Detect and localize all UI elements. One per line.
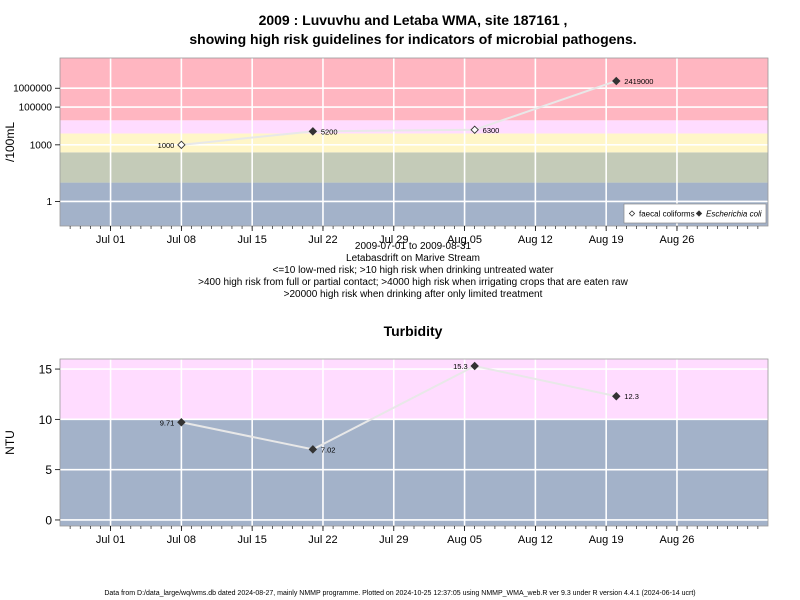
- x-tick-label: Jul 29: [379, 234, 408, 246]
- data-label: 7.02: [321, 445, 336, 454]
- x-tick-label: Jul 08: [167, 534, 196, 546]
- data-label: 5200: [321, 127, 338, 136]
- y-tick-label: 1000000: [13, 84, 52, 95]
- series-line: [181, 80, 617, 146]
- y-tick-label: 0: [45, 513, 52, 527]
- x-tick-label: Jul 15: [237, 234, 266, 246]
- x-tick-label: Aug 05: [447, 234, 482, 246]
- data-point-escherichia-coli: [612, 76, 621, 86]
- info-text: 2009-07-01 to 2009-08-31 Letabasdrift on…: [198, 241, 628, 300]
- data-label: 6300: [483, 126, 500, 135]
- x-tick-label: Aug 12: [518, 534, 553, 546]
- footer-note: Data from D:/data_large/wq/wms.db dated …: [104, 590, 695, 597]
- data-label: 9.71: [160, 418, 175, 427]
- data-point-turbidity: [177, 418, 186, 427]
- risk-band-pink: [60, 359, 768, 420]
- turbidity-panel: Jul 01 Jul 08 Jul 15 Jul 22 Jul 29 Aug 05 Aug …: [3, 358, 769, 546]
- x-tick-label: Jul 22: [308, 234, 337, 246]
- data-point-escherichia-coli: [308, 127, 318, 136]
- legend-label: faecal coliforms: [639, 210, 695, 219]
- info-line-risk-1: <=10 low-med risk; >10 high risk when dr…: [273, 265, 555, 276]
- info-line-risk-3: >20000 high risk when drinking after onl…: [284, 289, 543, 300]
- chart-title-line-2: showing high risk guidelines for indicat…: [189, 31, 636, 47]
- chart-title-line-1: 2009 : Luvuvhu and Letaba WMA, site 1871…: [259, 12, 568, 28]
- x-tick-label: Jul 08: [167, 234, 196, 246]
- y-axis-label: NTU: [3, 430, 17, 455]
- info-line-risk-2: >400 high risk from full or partial cont…: [198, 277, 628, 288]
- data-point-turbidity: [470, 361, 479, 371]
- data-label: 15.3: [453, 362, 468, 371]
- x-tick-label: Jul 29: [379, 534, 408, 546]
- series-line: [181, 364, 617, 451]
- legend-label: Escherichia coli: [706, 210, 762, 219]
- legend-marker: [628, 210, 636, 217]
- x-tick-label: Aug 19: [589, 234, 624, 246]
- y-tick-label: 1: [46, 197, 52, 208]
- y-tick-label: 1000: [30, 140, 53, 151]
- y-axis-label: /100mL: [3, 122, 17, 162]
- info-line-date-range: 2009-07-01 to 2009-08-31: [355, 241, 472, 252]
- legend-box: [623, 203, 767, 224]
- risk-band-sage: [60, 152, 768, 183]
- x-tick-label: Aug 05: [447, 534, 482, 546]
- x-tick-label: Jul 22: [308, 534, 337, 546]
- data-point-turbidity: [612, 391, 621, 401]
- x-tick-label: Aug 12: [518, 234, 553, 246]
- data-point-turbidity: [308, 445, 318, 454]
- x-tick-label: Jul 15: [237, 534, 266, 546]
- x-tick-label: Aug 26: [660, 534, 695, 546]
- x-tick-label: Jul 01: [96, 234, 125, 246]
- data-point-faecal-coliforms: [177, 140, 186, 150]
- legend-marker: [695, 210, 703, 217]
- y-tick-label: 15: [39, 363, 53, 377]
- y-tick-label: 10: [39, 413, 53, 427]
- y-tick-label: 5: [45, 463, 52, 477]
- risk-band-red: [60, 58, 768, 121]
- x-tick-label: Aug 26: [660, 234, 695, 246]
- ecoli-panel: Jul 01 Jul 08 Jul 15 Jul 22 Jul 29 Aug 05 Aug …: [3, 57, 769, 246]
- info-line-site: Letabasdrift on Marive Stream: [346, 253, 480, 264]
- data-label: 1000: [158, 141, 175, 150]
- data-point-faecal-coliforms: [470, 125, 479, 134]
- x-tick-label: Aug 19: [589, 534, 624, 546]
- y-tick-label: 100000: [19, 103, 53, 114]
- x-tick-label: Jul 01: [96, 534, 125, 546]
- risk-band-blue: [60, 419, 768, 526]
- data-label: 12.3: [624, 392, 639, 401]
- data-label: 2419000: [624, 77, 653, 86]
- risk-band-pink: [60, 120, 768, 134]
- turbidity-title: Turbidity: [384, 323, 443, 339]
